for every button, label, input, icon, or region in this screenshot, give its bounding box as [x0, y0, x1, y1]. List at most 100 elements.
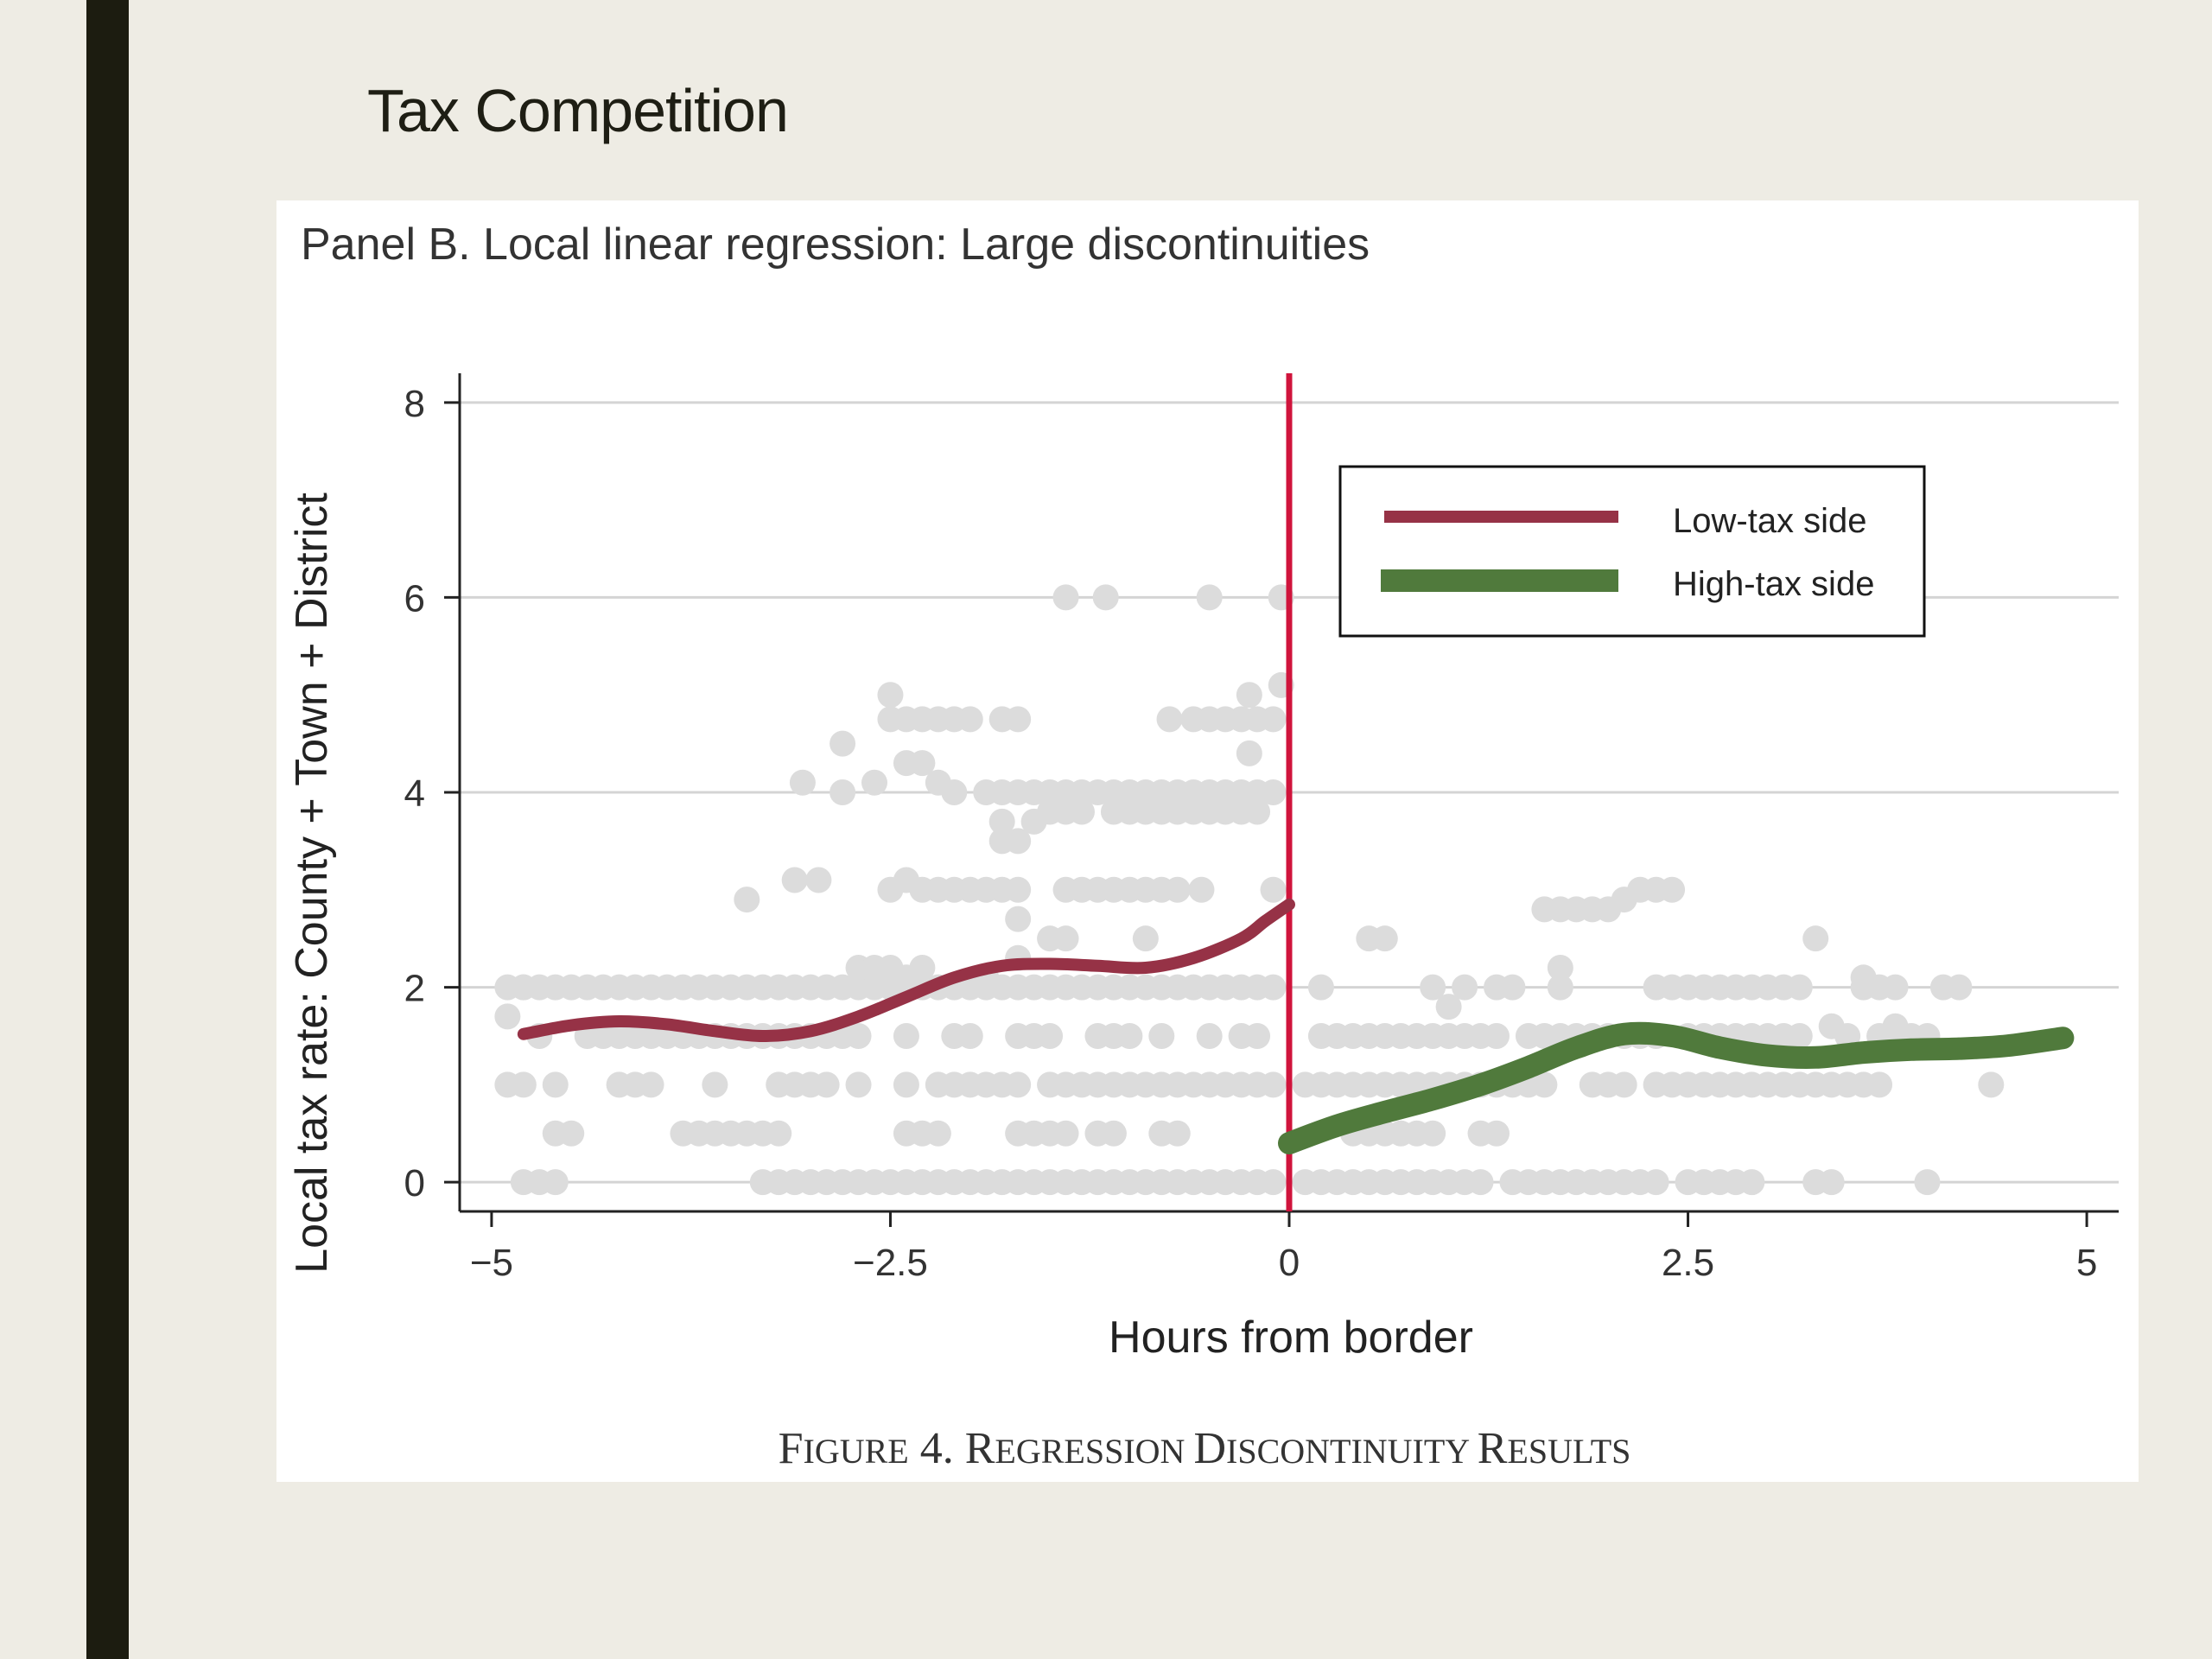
- scatter-point: [781, 867, 808, 893]
- y-tick-label: 8: [404, 383, 425, 425]
- scatter-point: [1236, 682, 1262, 709]
- scatter-point: [510, 1071, 537, 1098]
- scatter-point: [845, 1071, 872, 1098]
- scatter-point: [638, 1071, 664, 1098]
- scatter-point: [494, 1003, 521, 1030]
- scatter-point: [925, 1120, 951, 1147]
- scatter-point: [877, 682, 904, 709]
- scatter-point: [1260, 779, 1287, 805]
- scatter-point: [1850, 964, 1877, 991]
- scatter-point: [1092, 584, 1119, 611]
- scatter-point: [988, 808, 1015, 835]
- slide-title: Tax Competition: [367, 77, 789, 144]
- scatter-point: [558, 1120, 585, 1147]
- y-tick-label: 4: [404, 772, 425, 815]
- figure-caption: FIGURE 4. REGRESSION DISCONTINUITY RESUL…: [779, 1424, 1631, 1473]
- scatter-point: [1052, 925, 1079, 952]
- scatter-point: [1116, 1022, 1143, 1049]
- scatter-point: [1371, 925, 1398, 952]
- scatter-point: [1866, 1071, 1893, 1098]
- scatter-point: [1037, 1022, 1064, 1049]
- scatter-point: [893, 1071, 919, 1098]
- scatter-point: [1484, 1120, 1510, 1147]
- scatter-point: [1005, 906, 1032, 932]
- scatter-point: [1236, 740, 1262, 766]
- scatter-point: [1547, 974, 1573, 1001]
- scatter-point: [957, 706, 983, 733]
- figure-panel: Panel B. Local linear regression: Large …: [276, 200, 2139, 1482]
- scatter-point: [909, 955, 936, 982]
- scatter-point: [1914, 1169, 1941, 1196]
- high-tax-fit-line: [1278, 1021, 2075, 1155]
- scatter-point: [1052, 584, 1079, 611]
- legend-box: [1338, 465, 1926, 638]
- scatter-points: [494, 584, 2005, 1196]
- chart-title: Panel B. Local linear regression: Large …: [301, 219, 1370, 270]
- legend-label-high-tax: High-tax side: [1673, 565, 1874, 603]
- scatter-point: [861, 769, 887, 796]
- scatter-point: [1611, 1071, 1637, 1098]
- low-tax-fit-line: [517, 898, 1295, 1042]
- scatter-point: [1100, 1120, 1127, 1147]
- scatter-point: [1164, 876, 1191, 903]
- scatter-point: [1786, 974, 1813, 1001]
- scatter-point: [845, 1022, 872, 1049]
- x-tick-label: 0: [1279, 1242, 1300, 1284]
- scatter-point: [1643, 1169, 1669, 1196]
- scatter-point: [1818, 1169, 1845, 1196]
- scatter-point: [1435, 994, 1462, 1020]
- scatter-point: [1260, 1071, 1287, 1098]
- scatter-point: [1005, 876, 1032, 903]
- regression-discontinuity-chart: Panel B. Local linear regression: Large …: [287, 219, 2119, 1473]
- legend-label-low-tax: Low-tax side: [1673, 502, 1867, 540]
- scatter-point: [1978, 1071, 2005, 1098]
- slide-accent-bar: [86, 0, 129, 1659]
- scatter-point: [805, 867, 832, 893]
- scatter-point: [941, 779, 968, 805]
- y-tick-label: 6: [404, 577, 425, 620]
- scatter-point: [789, 769, 816, 796]
- x-tick-label: 2.5: [1662, 1242, 1714, 1284]
- scatter-point: [1307, 974, 1334, 1001]
- scatter-point: [1260, 1169, 1287, 1196]
- x-tick-label: 5: [2076, 1242, 2097, 1284]
- scatter-point: [1005, 1071, 1032, 1098]
- scatter-point: [1156, 706, 1183, 733]
- scatter-point: [1188, 876, 1215, 903]
- scatter-point: [893, 1022, 919, 1049]
- fit-lines: [517, 373, 2075, 1211]
- x-axis-label: Hours from border: [1109, 1313, 1473, 1363]
- scatter-point: [813, 1071, 840, 1098]
- scatter-point: [1052, 1120, 1079, 1147]
- scatter-point: [1946, 974, 1973, 1001]
- scatter-point: [702, 1071, 728, 1098]
- y-tick-label: 0: [404, 1162, 425, 1205]
- legend: Low-tax side High-tax side: [1338, 465, 1926, 638]
- scatter-point: [734, 887, 760, 913]
- scatter-point: [1164, 1120, 1191, 1147]
- scatter-point: [1452, 974, 1478, 1001]
- scatter-point: [1882, 1013, 1909, 1039]
- scatter-point: [1260, 706, 1287, 733]
- scatter-point: [1420, 974, 1446, 1001]
- scatter-point: [1531, 1071, 1558, 1098]
- scatter-point: [1069, 798, 1095, 825]
- scatter-point: [1260, 876, 1287, 903]
- x-tick-label: −5: [470, 1242, 513, 1284]
- scatter-point: [830, 779, 856, 805]
- axes: 0 2 4 6 8 −5 −2.5 0 2.5 5: [404, 373, 2119, 1284]
- scatter-point: [957, 1022, 983, 1049]
- scatter-point: [1547, 955, 1573, 982]
- scatter-point: [1148, 1022, 1175, 1049]
- scatter-point: [1499, 974, 1526, 1001]
- scatter-point: [542, 1169, 569, 1196]
- x-tick-label: −2.5: [853, 1242, 928, 1284]
- scatter-point: [542, 1071, 569, 1098]
- y-tick-label: 2: [404, 968, 425, 1010]
- scatter-point: [1818, 1013, 1845, 1039]
- scatter-point: [1420, 1120, 1446, 1147]
- scatter-point: [1244, 798, 1271, 825]
- scatter-point: [1882, 974, 1909, 1001]
- scatter-point: [1005, 828, 1032, 855]
- scatter-point: [1260, 974, 1287, 1001]
